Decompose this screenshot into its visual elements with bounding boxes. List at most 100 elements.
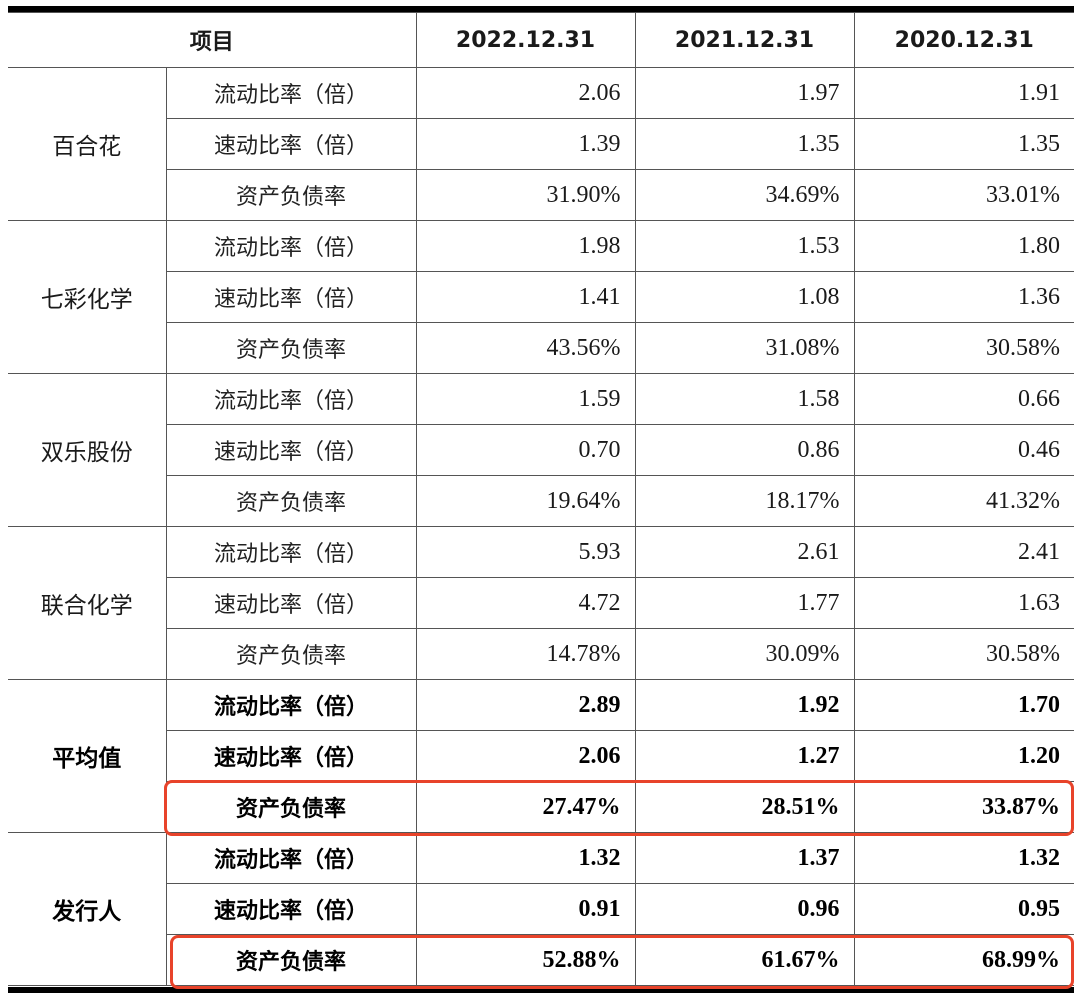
value-cell: 1.35 xyxy=(853,118,1075,170)
value-cell: 31.08% xyxy=(634,322,855,374)
value-cell: 34.69% xyxy=(634,169,855,221)
value-cell: 0.70 xyxy=(415,424,636,476)
metric-label: 速动比率（倍） xyxy=(165,577,417,629)
value-cell: 1.70 xyxy=(853,679,1075,731)
value-cell: 2.41 xyxy=(853,526,1075,578)
table-row: 七彩化学 流动比率（倍） 1.98 1.53 1.80 xyxy=(8,220,1075,374)
value-cell: 1.27 xyxy=(634,730,855,782)
value-cell: 1.97 xyxy=(634,67,855,119)
value-cell: 18.17% xyxy=(634,475,855,527)
metric-label: 速动比率（倍） xyxy=(165,424,417,476)
metric-label: 速动比率（倍） xyxy=(165,271,417,323)
value-cell: 0.66 xyxy=(853,373,1075,425)
value-cell: 2.06 xyxy=(415,67,636,119)
value-cell: 1.08 xyxy=(634,271,855,323)
group-label: 平均值 xyxy=(8,679,167,833)
value-cell: 31.90% xyxy=(415,169,636,221)
value-cell: 1.20 xyxy=(853,730,1075,782)
metric-label: 流动比率（倍） xyxy=(165,526,417,578)
value-cell: 0.96 xyxy=(634,883,855,935)
value-cell: 1.98 xyxy=(415,220,636,272)
value-cell: 1.77 xyxy=(634,577,855,629)
metric-label: 流动比率（倍） xyxy=(165,220,417,272)
value-cell: 61.67% xyxy=(634,934,855,986)
value-cell: 0.86 xyxy=(634,424,855,476)
group-label: 双乐股份 xyxy=(8,373,167,527)
value-cell: 1.35 xyxy=(634,118,855,170)
value-cell: 1.39 xyxy=(415,118,636,170)
header-2020: 2020.12.31 xyxy=(853,12,1075,68)
value-cell: 5.93 xyxy=(415,526,636,578)
value-cell: 0.91 xyxy=(415,883,636,935)
group-label: 百合花 xyxy=(8,67,167,221)
metric-label: 资产负债率 xyxy=(165,628,417,680)
table-row: 平均值 流动比率（倍） 2.89 1.92 1.70 xyxy=(8,679,1075,833)
table-row: 联合化学 流动比率（倍） 5.93 2.61 2.41 xyxy=(8,526,1075,680)
value-cell: 1.37 xyxy=(634,832,855,884)
value-cell: 43.56% xyxy=(415,322,636,374)
value-cell: 30.58% xyxy=(853,628,1075,680)
value-cell: 33.01% xyxy=(853,169,1075,221)
table-row: 速动比率（倍） 1.39 1.35 1.35 xyxy=(8,118,1075,170)
table-row: 发行人 流动比率（倍） 1.32 1.37 1.32 xyxy=(8,832,1075,986)
group-label: 联合化学 xyxy=(8,526,167,680)
financial-ratio-table: 项目 2022.12.31 2021.12.31 2020.12.31 百合花 … xyxy=(8,12,1075,986)
value-cell: 1.92 xyxy=(634,679,855,731)
metric-label: 流动比率（倍） xyxy=(165,67,417,119)
value-cell: 2.89 xyxy=(415,679,636,731)
table-row: 资产负债率 31.90% 34.69% 33.01% xyxy=(8,169,1075,221)
value-cell: 1.41 xyxy=(415,271,636,323)
metric-label: 流动比率（倍） xyxy=(165,832,417,884)
value-cell: 52.88% xyxy=(415,934,636,986)
value-cell: 41.32% xyxy=(853,475,1075,527)
metric-label: 资产负债率 xyxy=(165,781,417,833)
value-cell: 1.63 xyxy=(853,577,1075,629)
top-rule xyxy=(8,6,1074,12)
header-2022: 2022.12.31 xyxy=(415,12,636,68)
table-row: 速动比率（倍） 0.91 0.96 0.95 xyxy=(8,883,1075,935)
table-row: 双乐股份 流动比率（倍） 1.59 1.58 0.66 xyxy=(8,373,1075,527)
table-row: 速动比率（倍） 1.41 1.08 1.36 xyxy=(8,271,1075,323)
value-cell: 2.06 xyxy=(415,730,636,782)
value-cell: 33.87% xyxy=(853,781,1075,833)
value-cell: 1.53 xyxy=(634,220,855,272)
table-row: 速动比率（倍） 0.70 0.86 0.46 xyxy=(8,424,1075,476)
metric-label: 资产负债率 xyxy=(165,934,417,986)
group-label: 发行人 xyxy=(8,832,167,986)
header-item: 项目 xyxy=(8,12,417,68)
value-cell: 30.09% xyxy=(634,628,855,680)
table-row-highlighted: 资产负债率 52.88% 61.67% 68.99% xyxy=(8,934,1075,986)
table-row: 速动比率（倍） 2.06 1.27 1.20 xyxy=(8,730,1075,782)
value-cell: 1.58 xyxy=(634,373,855,425)
table-row-highlighted: 资产负债率 27.47% 28.51% 33.87% xyxy=(8,781,1075,833)
metric-label: 流动比率（倍） xyxy=(165,679,417,731)
value-cell: 1.32 xyxy=(853,832,1075,884)
value-cell: 0.46 xyxy=(853,424,1075,476)
group-label: 七彩化学 xyxy=(8,220,167,374)
metric-label: 资产负债率 xyxy=(165,475,417,527)
value-cell: 19.64% xyxy=(415,475,636,527)
metric-label: 速动比率（倍） xyxy=(165,883,417,935)
value-cell: 28.51% xyxy=(634,781,855,833)
header-row: 项目 2022.12.31 2021.12.31 2020.12.31 xyxy=(8,12,1075,68)
value-cell: 14.78% xyxy=(415,628,636,680)
bottom-rule xyxy=(8,987,1074,993)
value-cell: 1.59 xyxy=(415,373,636,425)
value-cell: 4.72 xyxy=(415,577,636,629)
table-row: 资产负债率 43.56% 31.08% 30.58% xyxy=(8,322,1075,374)
metric-label: 速动比率（倍） xyxy=(165,730,417,782)
metric-label: 资产负债率 xyxy=(165,322,417,374)
value-cell: 2.61 xyxy=(634,526,855,578)
metric-label: 速动比率（倍） xyxy=(165,118,417,170)
value-cell: 1.32 xyxy=(415,832,636,884)
header-2021: 2021.12.31 xyxy=(634,12,855,68)
table-row: 速动比率（倍） 4.72 1.77 1.63 xyxy=(8,577,1075,629)
value-cell: 30.58% xyxy=(853,322,1075,374)
metric-label: 流动比率（倍） xyxy=(165,373,417,425)
value-cell: 1.91 xyxy=(853,67,1075,119)
value-cell: 27.47% xyxy=(415,781,636,833)
financial-ratio-table-frame: 项目 2022.12.31 2021.12.31 2020.12.31 百合花 … xyxy=(8,6,1075,986)
table-row: 资产负债率 19.64% 18.17% 41.32% xyxy=(8,475,1075,527)
metric-label: 资产负债率 xyxy=(165,169,417,221)
table-row: 资产负债率 14.78% 30.09% 30.58% xyxy=(8,628,1075,680)
